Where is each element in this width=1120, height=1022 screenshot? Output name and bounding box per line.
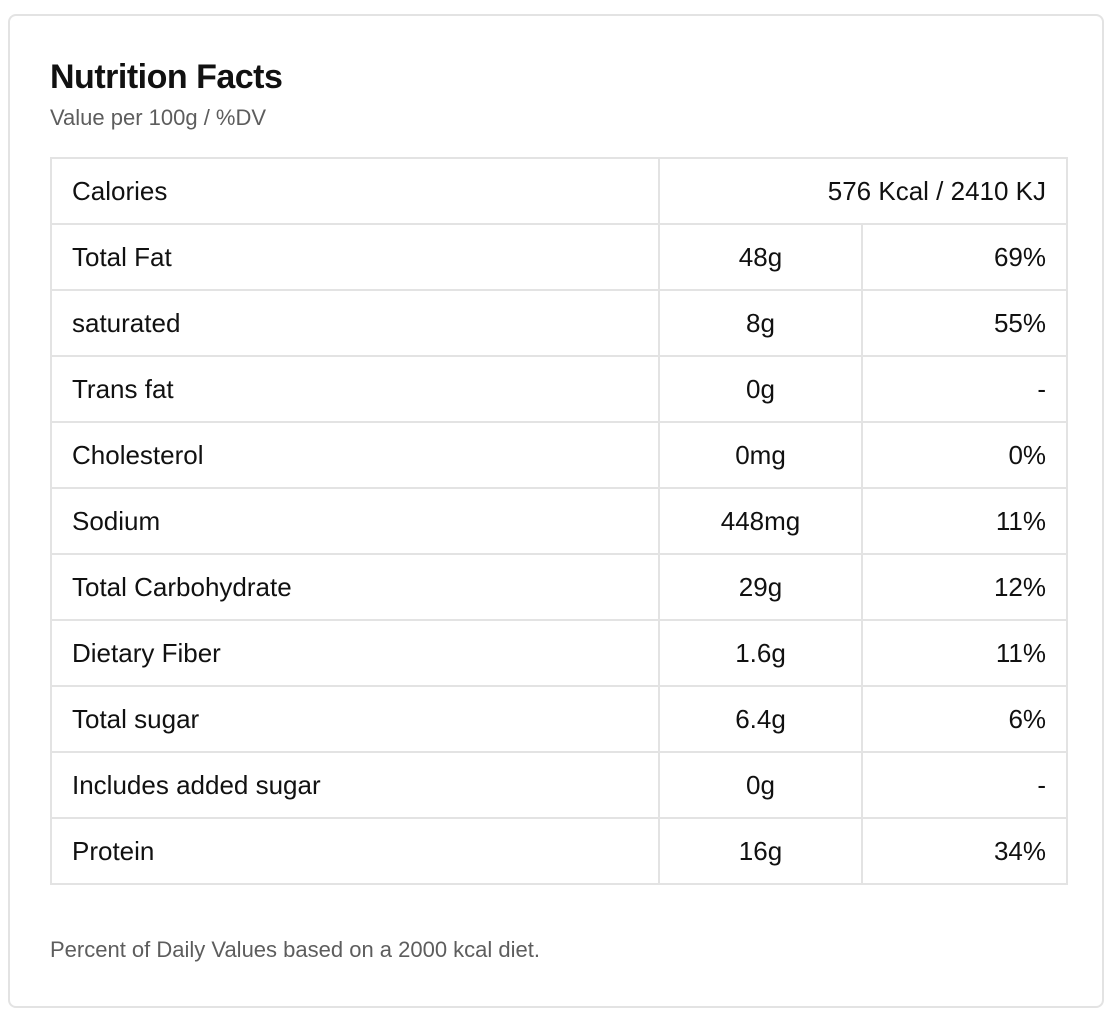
table-row: Trans fat 0g - <box>50 355 1069 423</box>
nutrient-daily-value: 55% <box>860 289 1069 357</box>
nutrient-name: Sodium <box>50 487 660 555</box>
nutrient-name: Protein <box>50 817 660 885</box>
nutrient-name: Dietary Fiber <box>50 619 660 687</box>
nutrient-amount: 16g <box>658 817 863 885</box>
nutrient-amount: 29g <box>658 553 863 621</box>
nutrient-daily-value: 69% <box>860 223 1069 291</box>
nutrient-amount: 0g <box>658 751 863 819</box>
calories-value: 576 Kcal / 2410 KJ <box>657 157 1069 225</box>
table-row: Includes added sugar 0g - <box>50 751 1069 819</box>
calories-label: Calories <box>50 157 660 225</box>
nutrient-daily-value: 0% <box>860 421 1069 489</box>
nutrient-daily-value: 11% <box>860 487 1069 555</box>
nutrient-amount: 8g <box>658 289 863 357</box>
nutrient-amount: 0mg <box>658 421 863 489</box>
nutrient-name: Total sugar <box>50 685 660 753</box>
page-title: Nutrition Facts <box>50 58 283 96</box>
table-row: Total Fat 48g 69% <box>50 223 1069 291</box>
nutrient-daily-value: 34% <box>860 817 1069 885</box>
nutrient-daily-value: - <box>860 751 1069 819</box>
nutrient-name: Trans fat <box>50 355 660 423</box>
table-row: Total Carbohydrate 29g 12% <box>50 553 1069 621</box>
nutrition-facts-card: Nutrition Facts Value per 100g / %DV Cal… <box>8 14 1104 1008</box>
nutrient-daily-value: 11% <box>860 619 1069 687</box>
nutrient-name: Total Fat <box>50 223 660 291</box>
nutrient-name: Total Carbohydrate <box>50 553 660 621</box>
nutrition-table: Calories 576 Kcal / 2410 KJ Total Fat 48… <box>50 157 1069 885</box>
table-row: saturated 8g 55% <box>50 289 1069 357</box>
table-row: Dietary Fiber 1.6g 11% <box>50 619 1069 687</box>
nutrient-amount: 6.4g <box>658 685 863 753</box>
subtitle: Value per 100g / %DV <box>50 105 267 130</box>
nutrient-amount: 48g <box>658 223 863 291</box>
nutrient-amount: 448mg <box>658 487 863 555</box>
table-row: Protein 16g 34% <box>50 817 1069 885</box>
calories-row: Calories 576 Kcal / 2410 KJ <box>50 157 1069 225</box>
nutrient-daily-value: 6% <box>860 685 1069 753</box>
table-row: Sodium 448mg 11% <box>50 487 1069 555</box>
nutrient-daily-value: - <box>860 355 1069 423</box>
table-row: Total sugar 6.4g 6% <box>50 685 1069 753</box>
nutrient-amount: 1.6g <box>658 619 863 687</box>
nutrient-name: saturated <box>50 289 660 357</box>
nutrient-name: Includes added sugar <box>50 751 660 819</box>
nutrient-name: Cholesterol <box>50 421 660 489</box>
nutrient-daily-value: 12% <box>860 553 1069 621</box>
table-row: Cholesterol 0mg 0% <box>50 421 1069 489</box>
footnote: Percent of Daily Values based on a 2000 … <box>50 937 541 962</box>
nutrient-amount: 0g <box>658 355 863 423</box>
